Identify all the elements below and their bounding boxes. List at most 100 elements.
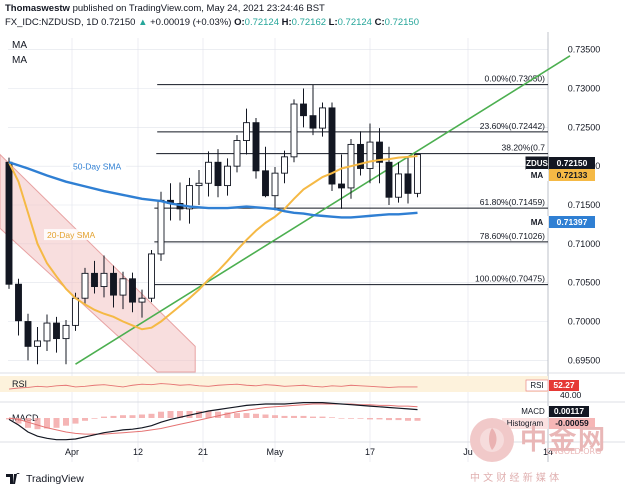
time-axis: Apr 12 21 May 17 Ju 14 xyxy=(0,441,625,457)
time-tick-label: 12 xyxy=(133,447,143,457)
watermark-domain: CNGOLD.ORG xyxy=(546,447,602,456)
candle-body xyxy=(34,340,41,347)
price-tick-label: 0.71500 xyxy=(568,200,601,210)
sma20-annotation-bg xyxy=(44,229,100,241)
macd-histogram-bar xyxy=(234,413,240,418)
macd-histogram-bar xyxy=(215,411,221,418)
price-tag-value-bg xyxy=(549,157,595,169)
candle-body xyxy=(24,321,32,347)
macd-histogram-bar xyxy=(262,414,269,418)
rsi-title: RSI xyxy=(12,379,27,389)
macd-tag-label-bg xyxy=(518,406,548,417)
high-label: H: xyxy=(281,17,292,28)
author-name[interactable]: Thomaswestw xyxy=(5,3,70,14)
price-tag-label: MA xyxy=(531,218,544,227)
candle-body xyxy=(91,272,98,288)
rsi-tick-label: 40.00 xyxy=(560,390,582,400)
close-value: 0.72150 xyxy=(384,17,419,28)
price-axis: 0.735000.730000.725000.720000.715000.710… xyxy=(568,45,601,366)
macd-histogram-bar xyxy=(310,416,316,418)
price-tag-value-bg xyxy=(549,216,595,228)
high-value: 0.72162 xyxy=(291,17,327,28)
fibonacci-levels: 0.00%(0.73050) 23.60%(0.72442) 38.20%(0.7 6… xyxy=(154,74,548,286)
grid xyxy=(8,32,549,462)
candle-body xyxy=(281,156,288,174)
price-tag-label: NZDUSD xyxy=(520,159,554,168)
rsi-tag-label: RSI xyxy=(530,381,543,390)
macd-histogram-bar xyxy=(319,416,326,418)
candle-body xyxy=(290,103,298,158)
price-change: +0.00019 (+0.03%) xyxy=(150,17,232,28)
ma-indicator-label-2[interactable]: MA xyxy=(12,55,27,66)
ma50-line xyxy=(8,161,418,219)
candle-body xyxy=(328,107,336,185)
price-tick-label: 0.70000 xyxy=(568,317,601,327)
candle-body xyxy=(271,172,279,197)
candle-body xyxy=(224,165,231,187)
rsi-tag-label-bg xyxy=(525,379,549,392)
watermark-title: 中金网 xyxy=(520,425,607,456)
macd-tag-label: MACD xyxy=(521,407,545,416)
candle-body xyxy=(72,297,79,326)
symbol-line: FX_IDC:NZDUSD, 1D 0.72150 ▲ +0.00019 (+0… xyxy=(5,17,419,28)
fib-level-label: 100.00%(0.70475) xyxy=(475,274,545,284)
watermark-logo xyxy=(468,416,516,468)
descending-channel xyxy=(0,153,196,373)
cngold-logo-icon xyxy=(470,418,514,462)
macd-histogram-bar xyxy=(205,411,212,418)
price-tick-label: 0.71000 xyxy=(568,239,601,249)
sma20-annotation-text: 20-Day SMA xyxy=(47,230,96,240)
rsi-line xyxy=(8,383,418,390)
macd-histogram-bar xyxy=(348,418,354,419)
histogram-tag-value: -0.00059 xyxy=(555,418,589,428)
price-tag-value: 0.72133 xyxy=(557,170,588,180)
macd-histogram-bar xyxy=(395,418,402,421)
macd-histogram-bar xyxy=(414,418,421,421)
macd-histogram-bar xyxy=(158,411,164,418)
price-tag-label: MA xyxy=(531,171,544,180)
fib-level-label: 0.00%(0.73050) xyxy=(485,74,546,84)
fib-level-label: 61.80%(0.71459) xyxy=(480,197,545,207)
candle-body xyxy=(81,272,89,299)
low-value: 0.72124 xyxy=(337,17,372,28)
candle-body xyxy=(414,154,421,194)
macd-histogram-bar xyxy=(196,411,202,418)
macd-histogram-bar xyxy=(91,418,98,419)
time-tick-label: Apr xyxy=(65,447,79,457)
candles xyxy=(5,84,421,365)
candle-body xyxy=(252,122,260,172)
macd-histogram-bar xyxy=(177,411,183,418)
rsi-tag-value-bg xyxy=(549,380,579,391)
macd-histogram-bar xyxy=(405,418,411,421)
macd-histogram-bar xyxy=(72,418,79,424)
candle-body xyxy=(148,253,155,299)
price-tag-value-bg xyxy=(549,169,595,181)
candle-body xyxy=(5,161,13,285)
macd-histogram-bar xyxy=(44,418,50,429)
macd-histogram-bar xyxy=(53,418,60,428)
candle-body xyxy=(376,141,383,163)
price-tick-label: 0.69500 xyxy=(568,355,601,365)
candle-body xyxy=(385,161,393,198)
macd-histogram-bar xyxy=(82,418,88,421)
time-tick-label: 21 xyxy=(198,447,208,457)
symbol-name: FX_IDC:NZDUSD, 1D xyxy=(5,17,99,28)
candle-body xyxy=(233,140,241,167)
ma-indicator-label-1[interactable]: MA xyxy=(12,40,27,51)
footer-brand[interactable]: TradingView xyxy=(6,473,84,485)
fib-level-label: 38.20%(0.7 xyxy=(502,143,546,153)
last-price: 0.72150 xyxy=(101,17,136,28)
macd-histogram-bar xyxy=(243,413,250,418)
tradingview-logo-icon xyxy=(6,473,20,484)
ascending-trendline xyxy=(75,55,571,365)
histogram-tag-label-bg xyxy=(502,418,548,429)
candle-body xyxy=(338,183,345,189)
macd-histogram-bar xyxy=(101,416,107,418)
price-tag-label-bg xyxy=(526,169,548,181)
candle-body xyxy=(100,272,108,288)
candle-body xyxy=(214,161,222,187)
candle-body xyxy=(243,122,250,141)
price-tick-label: 0.72500 xyxy=(568,122,601,132)
time-tick-label: Ju xyxy=(463,447,473,457)
